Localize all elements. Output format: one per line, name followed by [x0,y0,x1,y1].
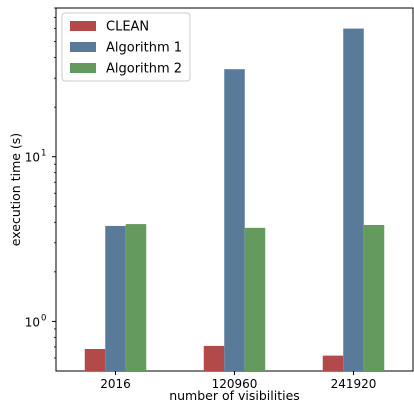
bar-algorithm-1-241920 [343,28,364,372]
legend-swatch [70,21,96,31]
bars [84,28,385,372]
bar-clean-120960 [203,345,225,371]
x-tick-label: 120960 [212,377,258,391]
bar-clean-2016 [84,349,106,371]
bar-algorithm-2-2016 [125,224,147,371]
legend-swatch [70,63,96,73]
x-tick-label: 2016 [100,377,131,391]
x-axis-label: number of visibilities [169,388,300,403]
legend: CLEAN Algorithm 1 Algorithm 2 [61,12,191,82]
bar-algorithm-1-2016 [105,225,126,371]
legend-swatch [70,42,96,52]
legend-label: Algorithm 2 [106,62,182,77]
y-tick-label: 10 [25,151,40,165]
legend-label: Algorithm 1 [106,41,182,56]
x-tick-label: 241920 [331,377,377,391]
bar-algorithm-2-241920 [363,225,385,371]
bar-clean-241920 [322,355,344,371]
y-axis-label: execution time (s) [8,133,23,246]
y-tick-label: 10 [25,315,40,329]
x-axis-ticks: 2016 120960 241920 [100,371,376,391]
y-tick-exponent: 1 [41,149,46,159]
bar-algorithm-2-120960 [244,227,266,371]
bar-algorithm-1-120960 [224,69,245,372]
y-tick-exponent: 0 [41,313,46,323]
legend-label: CLEAN [106,20,149,35]
